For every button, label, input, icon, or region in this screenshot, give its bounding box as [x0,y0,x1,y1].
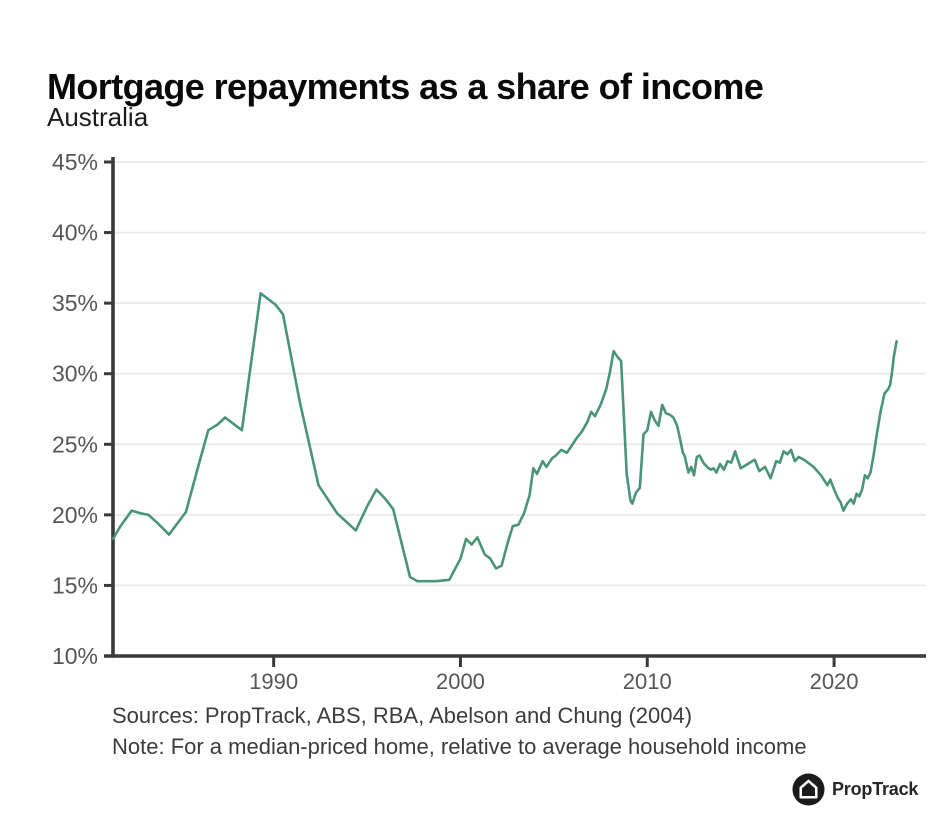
series-line [111,291,898,583]
y-tick-label: 35% [52,290,98,316]
x-tick-label: 1990 [249,669,298,694]
y-tick-label: 10% [52,643,98,669]
note-line: Note: For a median-priced home, relative… [112,734,807,759]
page-title: Mortgage repayments as a share of income [47,66,764,108]
chart-subtitle: Australia [47,102,149,132]
home-icon [792,773,825,806]
proptrack-logo: PropTrack [792,773,918,806]
x-tick-label: 2000 [436,669,485,694]
logo-text: PropTrack [832,779,919,799]
y-tick-label: 20% [52,502,98,528]
y-tick-label: 25% [52,431,98,457]
y-tick-label: 30% [52,361,98,387]
y-tick-label: 45% [52,149,98,175]
x-tick-label: 2010 [623,669,672,694]
footnotes: Sources: PropTrack, ABS, RBA, Abelson an… [112,700,807,762]
y-tick-label: 40% [52,220,98,246]
source-line: Sources: PropTrack, ABS, RBA, Abelson an… [112,703,693,728]
x-tick-label: 2020 [810,669,859,694]
y-tick-label: 15% [52,572,98,598]
